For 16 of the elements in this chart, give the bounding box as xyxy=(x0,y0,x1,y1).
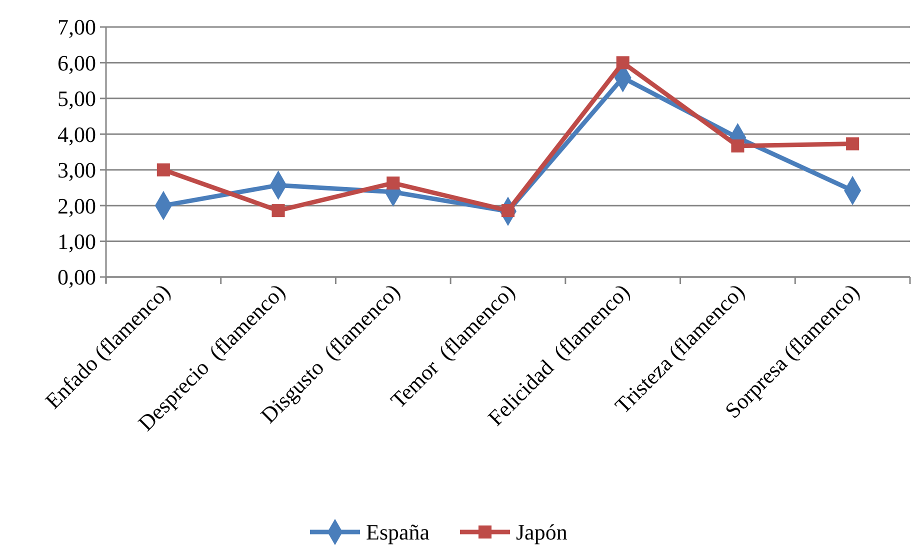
point xyxy=(846,137,860,150)
y-tick-label: 6,00 xyxy=(58,50,96,76)
y-tick-label: 4,00 xyxy=(58,122,96,147)
point xyxy=(156,163,170,176)
point xyxy=(386,176,400,190)
y-tick-label: 1,00 xyxy=(58,228,96,254)
y-tick-label: 5,00 xyxy=(58,86,96,112)
point xyxy=(731,139,744,152)
y-tick-label: 2,00 xyxy=(58,193,96,218)
y-tick-label: 0,00 xyxy=(58,264,96,290)
legend-label: Japón xyxy=(516,520,568,545)
y-tick-label: 3,00 xyxy=(58,158,96,183)
legend-label: España xyxy=(366,520,430,545)
point xyxy=(272,204,285,218)
point xyxy=(616,56,630,70)
y-tick-label: 7,00 xyxy=(58,14,96,40)
